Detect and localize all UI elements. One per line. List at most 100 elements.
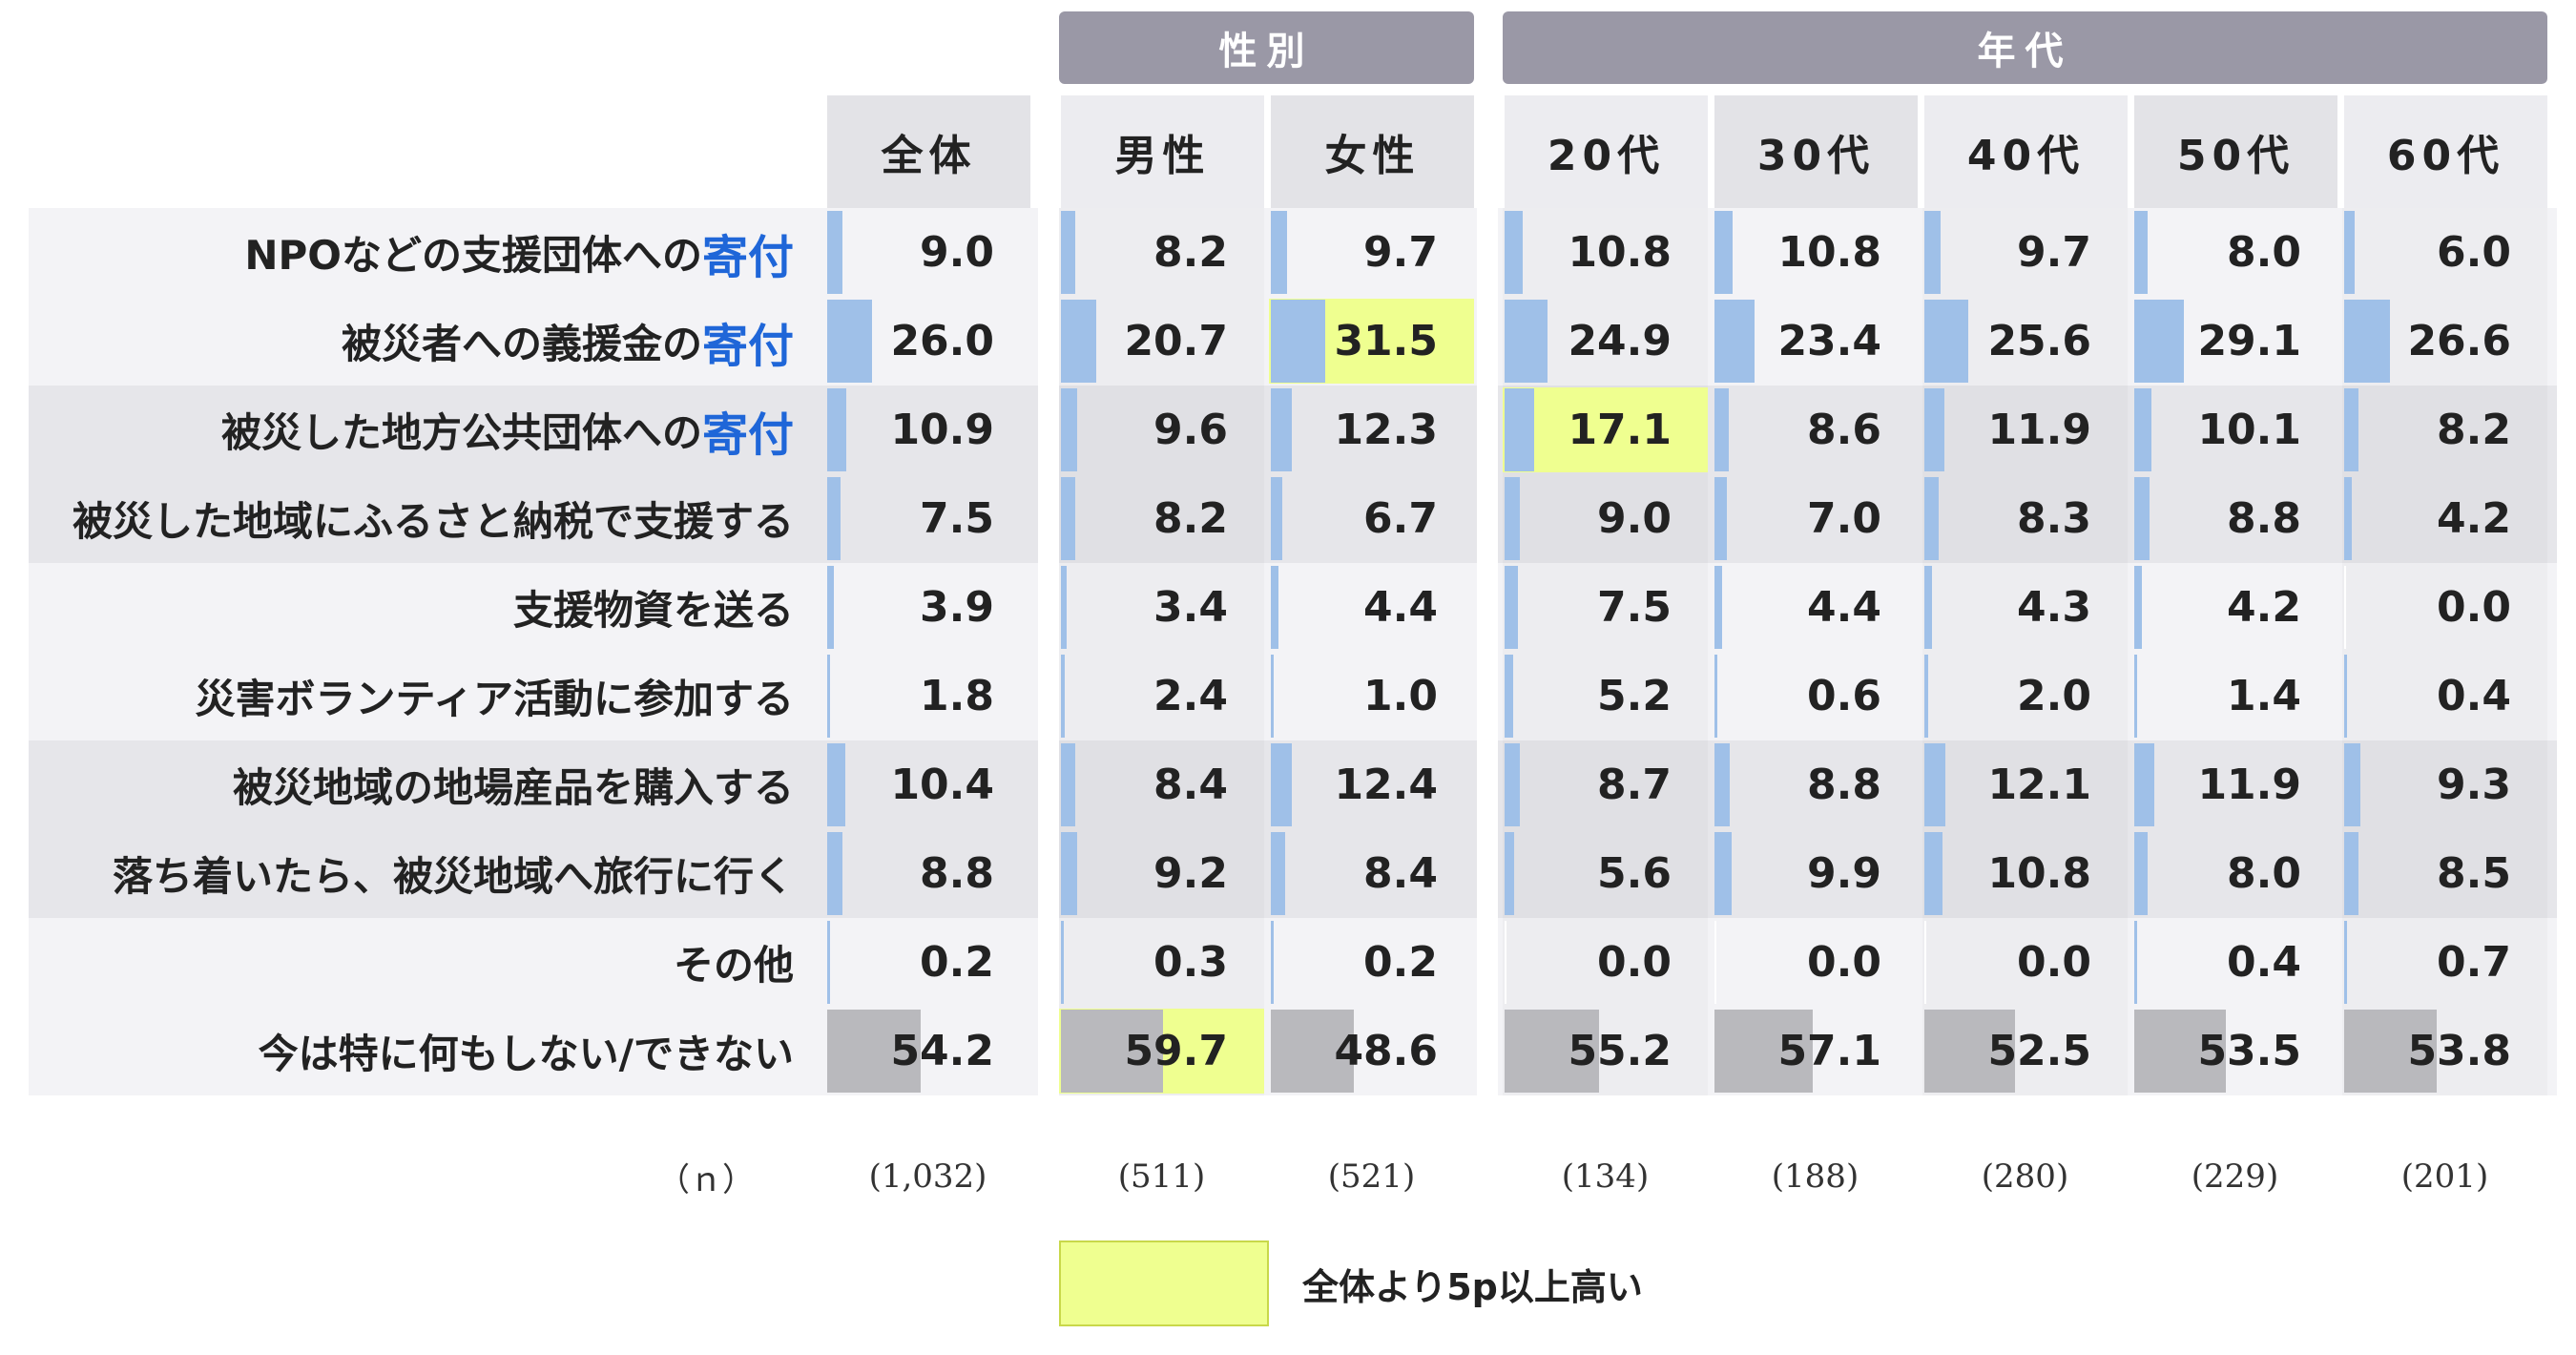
value-bar <box>1271 921 1274 1004</box>
value-label: 8.4 <box>1153 761 1228 809</box>
group-separator <box>1038 95 1059 1095</box>
row-label-text: 被災地域の地場産品を購入する <box>232 764 794 811</box>
value-label: 12.1 <box>1987 761 2091 809</box>
value-label: 7.5 <box>920 494 994 543</box>
value-bar <box>1271 655 1274 738</box>
value-bar <box>827 921 830 1004</box>
row-label-4: 支援物資を送る <box>29 563 801 652</box>
row-label-8: その他 <box>29 918 801 1007</box>
value-bar <box>1271 300 1325 383</box>
value-label: 8.4 <box>1363 849 1438 898</box>
value-bar <box>1714 388 1730 471</box>
value-bar <box>1505 477 1521 560</box>
value-bar <box>2344 832 2359 915</box>
value-label: 8.0 <box>2227 228 2301 277</box>
value-bar <box>1714 1010 1813 1093</box>
value-bar <box>2344 1010 2437 1093</box>
value-bar <box>1271 566 1278 649</box>
value-bar <box>1505 832 1515 915</box>
group-header-1: 年代 <box>1503 11 2547 84</box>
value-label: 7.0 <box>1807 494 1881 543</box>
value-label: 59.7 <box>1124 1027 1228 1075</box>
value-label: 8.8 <box>2227 494 2301 543</box>
value-label: 8.0 <box>2227 849 2301 898</box>
value-label: 52.5 <box>1987 1027 2091 1075</box>
value-bar <box>827 1010 921 1093</box>
value-label: 0.0 <box>1807 938 1881 987</box>
value-label: 10.8 <box>1568 228 1672 277</box>
value-label: 8.2 <box>1153 228 1228 277</box>
value-bar <box>1924 477 1939 560</box>
column-header-2: 女性 <box>1269 95 1474 208</box>
value-bar <box>827 743 845 826</box>
value-label: 0.4 <box>2437 672 2511 720</box>
row-label-highlight: 寄付 <box>701 319 794 373</box>
value-bar <box>1505 300 1548 383</box>
value-label: 5.6 <box>1597 849 1672 898</box>
value-label: 4.4 <box>1807 583 1881 632</box>
highlight-cell <box>1503 387 1708 472</box>
value-label: 20.7 <box>1124 317 1228 365</box>
value-bar <box>827 211 843 294</box>
row-label-text: NPOなどの支援団体への <box>244 232 702 279</box>
n-value-4: (188) <box>1771 1157 1859 1196</box>
value-label: 8.8 <box>1807 761 1881 809</box>
value-label: 10.4 <box>890 761 994 809</box>
n-value-0: (1,032) <box>868 1157 987 1196</box>
value-bar <box>2134 477 2150 560</box>
zero-line <box>1505 921 1506 1004</box>
value-bar <box>1505 655 1514 738</box>
value-label: 9.3 <box>2437 761 2511 809</box>
value-label: 10.9 <box>890 406 994 454</box>
value-bar <box>827 655 831 738</box>
row-label-text: 今は特に何もしない/できない <box>258 1031 794 1077</box>
value-label: 9.0 <box>920 228 994 277</box>
value-bar <box>1924 300 1969 383</box>
value-bar <box>1924 566 1932 649</box>
row-label-text: その他 <box>673 942 794 989</box>
row-label-9: 今は特に何もしない/できない <box>29 1007 801 1095</box>
zero-line <box>2344 566 2346 649</box>
value-label: 26.0 <box>890 317 994 365</box>
n-value-3: (134) <box>1561 1157 1650 1196</box>
group-header-0: 性別 <box>1059 11 1474 84</box>
legend-swatch <box>1059 1240 1269 1326</box>
value-bar <box>2344 300 2390 383</box>
row-label-text: 被災した地方公共団体への <box>220 409 702 456</box>
column-header-0: 全体 <box>825 95 1030 208</box>
value-label: 10.8 <box>1987 849 2091 898</box>
zero-line <box>1714 921 1716 1004</box>
value-label: 1.4 <box>2227 672 2301 720</box>
value-bar <box>2344 743 2360 826</box>
column-header-3: 20代 <box>1503 95 1708 208</box>
value-label: 8.5 <box>2437 849 2511 898</box>
row-label-text: 災害ボランティア活動に参加する <box>195 676 794 722</box>
value-bar <box>1061 1010 1164 1093</box>
row-label-highlight: 寄付 <box>701 230 794 284</box>
value-bar <box>1924 832 1943 915</box>
value-label: 4.2 <box>2227 583 2301 632</box>
value-bar <box>1924 743 1945 826</box>
value-bar <box>1505 1010 1600 1093</box>
n-value-7: (201) <box>2400 1157 2489 1196</box>
value-label: 9.2 <box>1153 849 1228 898</box>
value-bar <box>827 566 835 649</box>
row-label-text: 支援物資を送る <box>512 587 794 634</box>
value-label: 11.9 <box>1987 406 2091 454</box>
row-label-text: 被災者への義援金の <box>341 321 702 367</box>
value-label: 53.5 <box>2197 1027 2301 1075</box>
value-label: 0.2 <box>920 938 994 987</box>
value-bar <box>2134 388 2152 471</box>
value-label: 0.0 <box>2017 938 2091 987</box>
value-bar <box>827 477 841 560</box>
value-bar <box>1505 211 1524 294</box>
row-label-highlight: 寄付 <box>701 407 794 462</box>
value-label: 12.4 <box>1334 761 1438 809</box>
value-bar <box>2134 300 2185 383</box>
value-bar <box>1505 388 1534 471</box>
row-label-text: 落ち着いたら、被災地域へ旅行に行く <box>112 853 794 900</box>
value-label: 53.8 <box>2407 1027 2511 1075</box>
value-label: 4.3 <box>2017 583 2091 632</box>
value-label: 9.9 <box>1807 849 1881 898</box>
value-bar <box>1061 921 1064 1004</box>
